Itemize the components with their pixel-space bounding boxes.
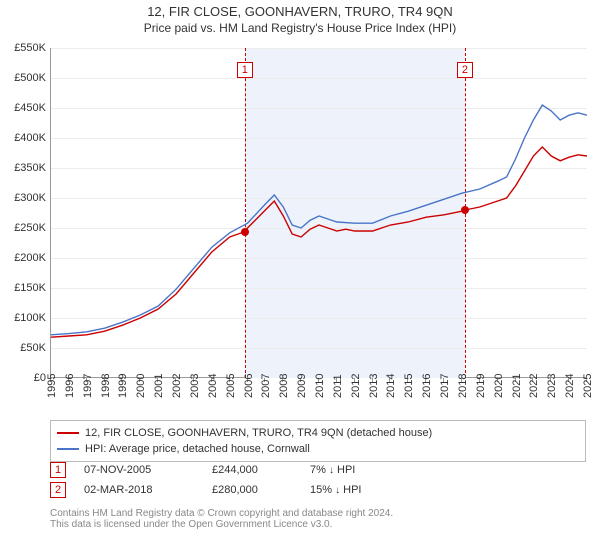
gridline (51, 48, 587, 49)
gridline (51, 318, 587, 319)
y-tick: £500K (2, 72, 46, 84)
x-tick: 2002 (171, 374, 183, 398)
x-tick: 2008 (278, 374, 290, 398)
flag-line-1 (245, 48, 246, 378)
x-tick: 2019 (475, 374, 487, 398)
x-tick: 2000 (135, 374, 147, 398)
sales-table: 1 07-NOV-2005 £244,000 7% ↓ HPI 2 02-MAR… (50, 460, 586, 500)
y-tick: £350K (2, 162, 46, 174)
legend: 12, FIR CLOSE, GOONHAVERN, TRURO, TR4 9Q… (50, 420, 586, 462)
footer-line-2: This data is licensed under the Open Gov… (50, 519, 586, 530)
y-tick: £550K (2, 42, 46, 54)
x-tick: 2022 (528, 374, 540, 398)
sale-row-2: 2 02-MAR-2018 £280,000 15% ↓ HPI (50, 480, 586, 500)
sale-price-1: £244,000 (212, 464, 292, 476)
legend-swatch-property (57, 432, 79, 434)
x-tick: 1996 (64, 374, 76, 398)
x-tick: 2017 (439, 374, 451, 398)
gridline (51, 138, 587, 139)
arrow-down-icon: ↓ (329, 465, 334, 476)
y-tick: £400K (2, 132, 46, 144)
x-tick: 2025 (582, 374, 594, 398)
gridline (51, 78, 587, 79)
gridline (51, 258, 587, 259)
gridline (51, 228, 587, 229)
x-tick: 2005 (225, 374, 237, 398)
x-tick: 2020 (493, 374, 505, 398)
x-tick: 2001 (153, 374, 165, 398)
y-tick: £200K (2, 252, 46, 264)
x-tick: 2014 (385, 374, 397, 398)
sale-date-2: 02-MAR-2018 (84, 484, 194, 496)
y-tick: £250K (2, 222, 46, 234)
gridline (51, 198, 587, 199)
sale-date-1: 07-NOV-2005 (84, 464, 194, 476)
page-title: 12, FIR CLOSE, GOONHAVERN, TRURO, TR4 9Q… (0, 0, 600, 19)
sale-price-2: £280,000 (212, 484, 292, 496)
x-tick: 2006 (243, 374, 255, 398)
x-tick: 2011 (332, 374, 344, 398)
x-tick: 2024 (564, 374, 576, 398)
legend-swatch-hpi (57, 448, 79, 450)
legend-item-property: 12, FIR CLOSE, GOONHAVERN, TRURO, TR4 9Q… (57, 425, 579, 441)
footer: Contains HM Land Registry data © Crown c… (50, 508, 586, 530)
gridline (51, 168, 587, 169)
page-subtitle: Price paid vs. HM Land Registry's House … (0, 19, 600, 41)
x-tick: 2018 (457, 374, 469, 398)
sale-row-1: 1 07-NOV-2005 £244,000 7% ↓ HPI (50, 460, 586, 480)
gridline (51, 108, 587, 109)
x-tick: 1997 (82, 374, 94, 398)
sale-flag-2: 2 (50, 482, 66, 498)
y-tick: £50K (2, 342, 46, 354)
x-tick: 2003 (189, 374, 201, 398)
gridline (51, 288, 587, 289)
arrow-down-icon: ↓ (335, 485, 340, 496)
x-tick: 1999 (117, 374, 129, 398)
x-tick: 2012 (350, 374, 362, 398)
footer-line-1: Contains HM Land Registry data © Crown c… (50, 508, 586, 519)
y-tick: £100K (2, 312, 46, 324)
sale-marker-2 (461, 206, 469, 214)
sale-flag-1: 1 (50, 462, 66, 478)
y-tick: £300K (2, 192, 46, 204)
flag-box-1: 1 (237, 62, 253, 78)
flag-box-2: 2 (457, 62, 473, 78)
x-tick: 2004 (207, 374, 219, 398)
y-tick: £450K (2, 102, 46, 114)
x-tick: 2007 (260, 374, 272, 398)
x-tick: 1995 (46, 374, 58, 398)
legend-item-hpi: HPI: Average price, detached house, Corn… (57, 441, 579, 457)
x-tick: 2009 (296, 374, 308, 398)
sale-pct-1: 7% ↓ HPI (310, 464, 430, 476)
sale-pct-2: 15% ↓ HPI (310, 484, 430, 496)
gridline (51, 348, 587, 349)
x-tick: 2021 (511, 374, 523, 398)
legend-label-property: 12, FIR CLOSE, GOONHAVERN, TRURO, TR4 9Q… (85, 427, 432, 439)
legend-label-hpi: HPI: Average price, detached house, Corn… (85, 443, 310, 455)
x-tick: 2015 (403, 374, 415, 398)
sale-marker-1 (241, 228, 249, 236)
y-tick: £0 (2, 372, 46, 384)
y-tick: £150K (2, 282, 46, 294)
chart: 1 2 £0£50K£100K£150K£200K£250K£300K£350K… (50, 48, 586, 398)
plot-area: 1 2 (50, 48, 586, 378)
x-tick: 2013 (368, 374, 380, 398)
x-tick: 2023 (546, 374, 558, 398)
x-tick: 1998 (100, 374, 112, 398)
x-tick: 2016 (421, 374, 433, 398)
shaded-band (245, 48, 465, 378)
x-tick: 2010 (314, 374, 326, 398)
